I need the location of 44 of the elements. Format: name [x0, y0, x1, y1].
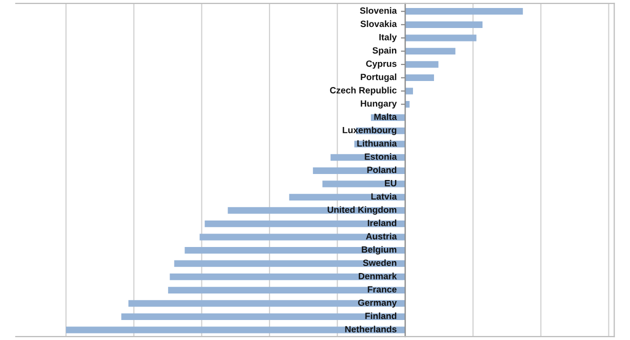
y-tick-label: Estonia [364, 153, 397, 160]
bar [322, 180, 406, 188]
y-tick-label: Austria [366, 232, 397, 240]
bar [170, 274, 406, 280]
bar [200, 234, 406, 240]
y-tick-label: Germany [358, 299, 397, 308]
y-tick-label: Netherlands [345, 326, 396, 332]
bar [204, 220, 406, 228]
bar [174, 260, 406, 267]
y-tick-label: Latvia [371, 193, 397, 200]
y-tick-label: Poland [367, 166, 396, 174]
bar [405, 74, 434, 82]
bar [405, 21, 483, 28]
y-tick-label: Belgium [362, 246, 396, 255]
bar [168, 286, 406, 294]
y-tick-label: Lithuania [357, 140, 397, 147]
y-tick-label: Portugal [360, 74, 396, 82]
y-tick-label: Cyprus [366, 60, 396, 69]
y-tick-label: France [368, 286, 397, 293]
y-tick-label: Denmark [358, 272, 397, 280]
y-tick-label: Sweden [362, 259, 396, 266]
bar [405, 34, 476, 42]
y-tick-label: Finland [365, 312, 396, 320]
bar [289, 194, 406, 201]
bar [184, 246, 406, 254]
y-tick-label: Czech Republic [330, 86, 397, 96]
bar [405, 88, 413, 94]
bar [121, 313, 406, 320]
y-tick-label: Spain [372, 46, 396, 56]
y-tick-label: United Kingdom [328, 206, 396, 215]
y-tick-label: Italy [379, 34, 397, 42]
bar [66, 326, 406, 334]
y-tick-label: Malta [374, 113, 397, 120]
y-tick-label: Ireland [368, 220, 396, 226]
bar [228, 207, 406, 214]
y-tick-label: EU [384, 180, 396, 186]
y-tick-label: Slovenia [360, 7, 397, 14]
bar [128, 300, 406, 307]
bar [405, 48, 456, 55]
y-tick-label: Slovakia [360, 20, 397, 28]
y-tick-label: Luxembourg [342, 126, 396, 136]
y-tick-label: Hungary [360, 100, 397, 108]
bar [405, 61, 438, 68]
bar [405, 8, 523, 15]
